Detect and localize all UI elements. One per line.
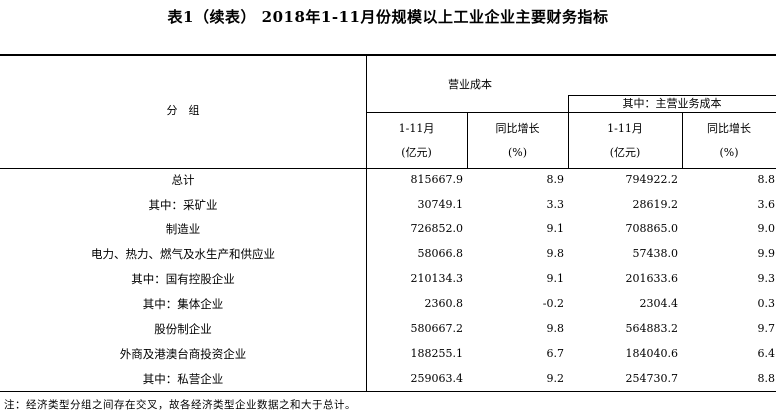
main-business-cost-header: 其中：主营业务成本 xyxy=(622,97,722,110)
col3-unit: (亿元) xyxy=(609,146,641,159)
col2-unit: (%) xyxy=(507,146,528,159)
cell-main-cost: 564883.2 xyxy=(625,322,679,335)
row-label: 其中：国有控股企业 xyxy=(131,272,235,286)
cell-main-cost: 184040.6 xyxy=(625,347,679,360)
row-label: 其中：私营企业 xyxy=(142,372,224,386)
cell-operating-cost: 188255.1 xyxy=(410,347,464,360)
cell-operating-cost-growth: 9.8 xyxy=(546,322,565,335)
row-label: 电力、热力、燃气及水生产和供应业 xyxy=(91,247,275,261)
cell-operating-cost: 2360.8 xyxy=(424,297,464,310)
operating-cost-header: 营业成本 xyxy=(448,78,492,91)
group-column-divider xyxy=(366,55,367,391)
col-divider-1 xyxy=(467,112,468,168)
cell-operating-cost-growth: 6.7 xyxy=(546,347,565,360)
cell-operating-cost-growth: 9.1 xyxy=(546,272,565,285)
row-label: 制造业 xyxy=(165,222,201,236)
col-divider-3 xyxy=(682,112,683,168)
col1-period: 1-11月 xyxy=(398,122,435,135)
row-label: 外商及港澳台商投资企业 xyxy=(119,347,247,361)
row-label: 总计 xyxy=(171,173,195,187)
table-bottom-border xyxy=(0,391,776,392)
cell-operating-cost: 726852.0 xyxy=(410,222,464,235)
col1-unit: (亿元) xyxy=(401,146,432,159)
cell-main-cost: 254730.7 xyxy=(625,372,679,385)
cell-main-cost: 794922.2 xyxy=(625,173,679,186)
cell-operating-cost-growth: 8.9 xyxy=(546,173,565,186)
cell-main-cost-growth: 3.6 xyxy=(757,198,776,211)
cell-operating-cost: 815667.9 xyxy=(410,173,464,186)
cell-main-cost-growth: 8.8 xyxy=(757,372,776,385)
table-top-border xyxy=(0,54,776,56)
cell-operating-cost: 58066.8 xyxy=(417,247,464,260)
cell-main-cost: 201633.6 xyxy=(625,272,679,285)
cell-operating-cost: 580667.2 xyxy=(410,322,464,335)
group-header: 分 组 xyxy=(166,104,200,117)
cell-main-cost: 2304.4 xyxy=(639,297,679,310)
cell-operating-cost-growth: 9.1 xyxy=(546,222,565,235)
header-bottom-border xyxy=(0,168,776,169)
col3-period: 1-11月 xyxy=(607,122,643,135)
cell-operating-cost: 259063.4 xyxy=(410,372,464,385)
cell-main-cost-growth: 0.3 xyxy=(757,297,776,310)
cell-main-cost-growth: 9.0 xyxy=(757,222,776,235)
cell-main-cost: 708865.0 xyxy=(625,222,679,235)
row-label: 其中：集体企业 xyxy=(142,297,224,311)
cell-main-cost: 28619.2 xyxy=(632,198,679,211)
cell-main-cost-growth: 9.9 xyxy=(757,247,776,260)
cell-operating-cost-growth: 9.8 xyxy=(546,247,565,260)
cell-main-cost: 57438.0 xyxy=(632,247,679,260)
table-title: 表1（续表） 2018年1-11月份规模以上工业企业主要财务指标 xyxy=(167,8,609,26)
cell-main-cost-growth: 6.4 xyxy=(757,347,776,360)
cell-operating-cost: 210134.3 xyxy=(410,272,464,285)
footnote: 注：经济类型分组之间存在交叉，故各经济类型企业数据之和大于总计。 xyxy=(4,399,356,411)
col4-growth: 同比增长 xyxy=(707,122,751,135)
cell-operating-cost: 30749.1 xyxy=(417,198,464,211)
col4-unit: (%) xyxy=(719,146,739,159)
cell-operating-cost-growth: -0.2 xyxy=(542,297,564,310)
col-divider-2 xyxy=(568,95,569,168)
cell-operating-cost-growth: 3.3 xyxy=(546,198,565,211)
header-divider-cols xyxy=(366,112,776,113)
cell-main-cost-growth: 9.3 xyxy=(757,272,776,285)
header-divider-sub xyxy=(568,95,776,96)
cell-main-cost-growth: 9.7 xyxy=(757,322,776,335)
row-label: 其中：采矿业 xyxy=(148,198,218,212)
cell-operating-cost-growth: 9.2 xyxy=(546,372,565,385)
row-label: 股份制企业 xyxy=(154,322,212,336)
col2-growth: 同比增长 xyxy=(495,122,540,135)
cell-main-cost-growth: 8.8 xyxy=(757,173,776,186)
